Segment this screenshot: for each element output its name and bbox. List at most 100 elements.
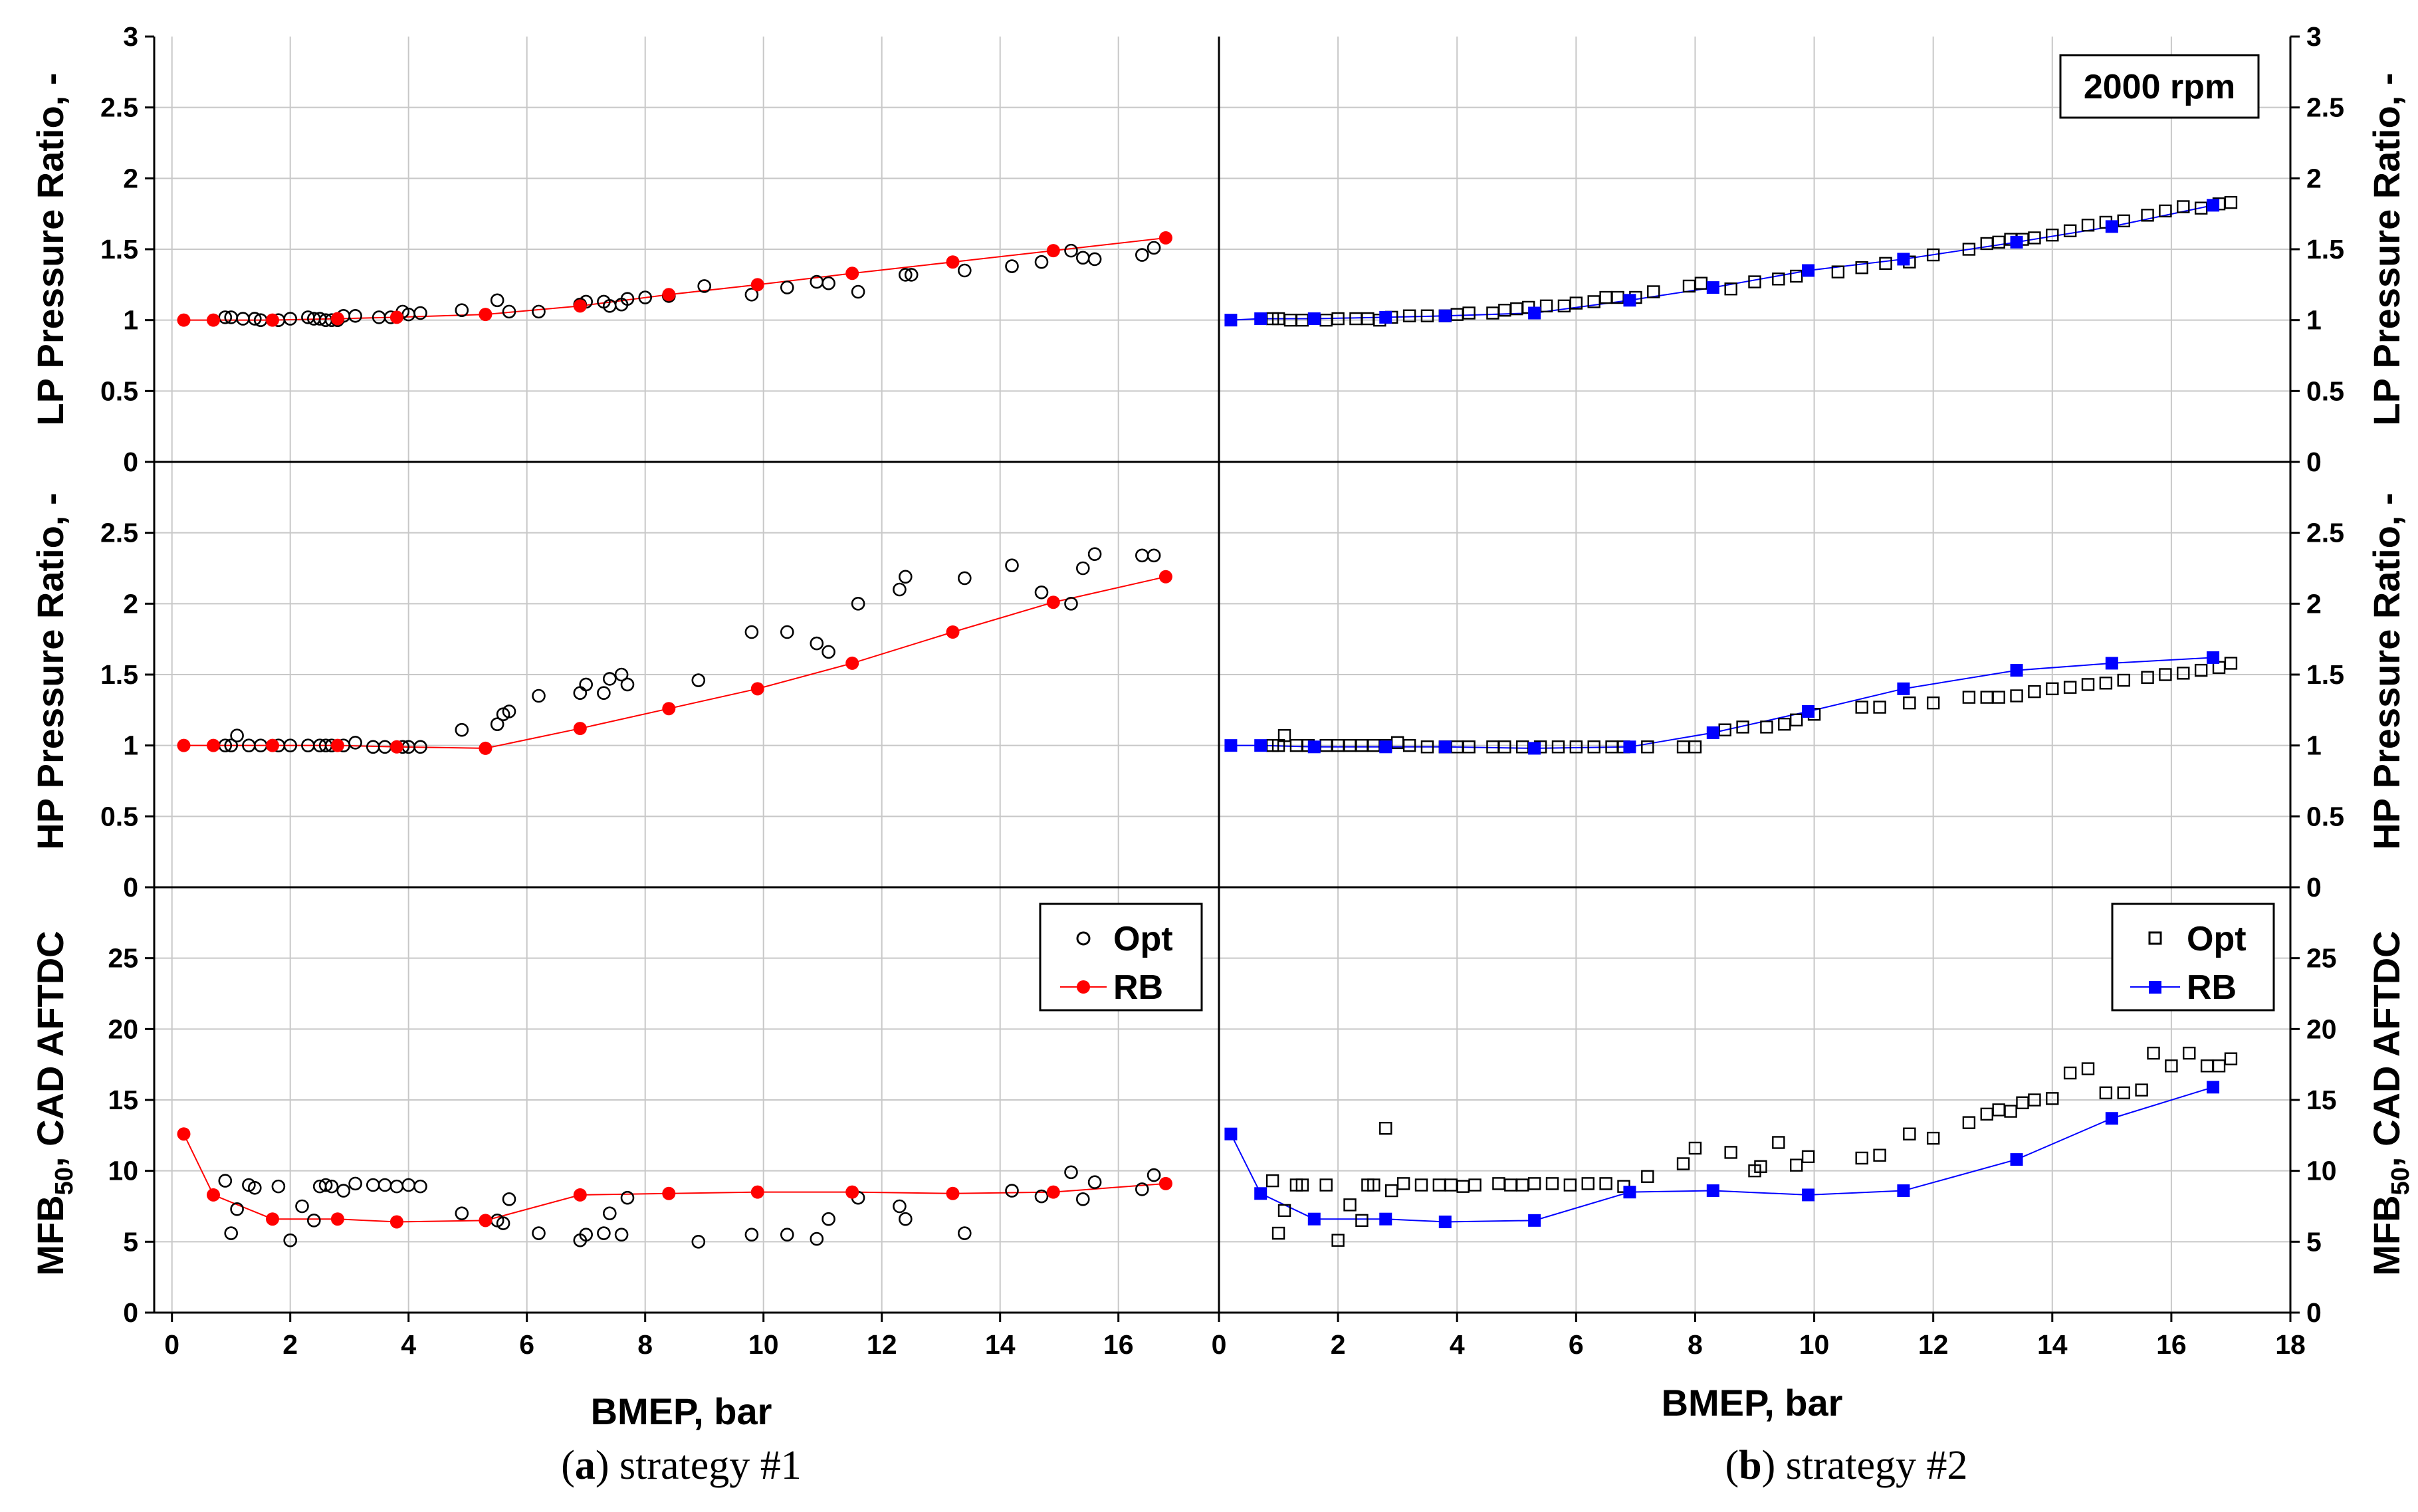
- rb-point-b-lp-10: [2010, 235, 2023, 249]
- x-axis-label-b: BMEP, bar: [1662, 1382, 1843, 1424]
- y-tick-label-right-lp-0: 0: [2306, 447, 2322, 477]
- x-axis-label-a: BMEP, bar: [591, 1390, 772, 1432]
- y-tick-label-left-lp-3: 1.5: [100, 234, 138, 265]
- opt-point-a-hp-37: [958, 571, 972, 586]
- opt-point-b-hp-28: [1688, 740, 1702, 754]
- opt-point-a-mfb-14: [366, 1178, 380, 1192]
- opt-point-b-mfb-31: [1724, 1146, 1737, 1159]
- opt-point-b-lp-35: [1879, 257, 1892, 270]
- rb-point-b-mfb-10: [2010, 1153, 2023, 1166]
- y-tick-label-left-lp-1: 0.5: [100, 376, 138, 406]
- opt-point-a-mfb-8: [306, 1214, 321, 1228]
- opt-point-b-mfb-33: [1754, 1160, 1767, 1173]
- opt-point-b-mfb-41: [1962, 1116, 1976, 1129]
- opt-point-b-lp-33: [1831, 265, 1845, 278]
- rb-point-b-hp-3: [1379, 740, 1392, 754]
- opt-point-b-mfb-26: [1599, 1177, 1612, 1190]
- y-axis-label-mfb-right: MFB50, CAD AFTDC: [2365, 930, 2415, 1275]
- rb-point-a-hp-1: [207, 738, 220, 752]
- opt-point-b-mfb-49: [2081, 1062, 2095, 1075]
- data-series: [177, 195, 2238, 1249]
- rb-point-a-lp-1: [207, 313, 220, 327]
- opt-point-a-mfb-27: [602, 1206, 617, 1220]
- opt-point-b-hp-51: [2177, 667, 2190, 680]
- opt-point-a-mfb-18: [413, 1179, 427, 1194]
- x-tick-label-a-0: 0: [164, 1329, 179, 1360]
- opt-point-b-lp-43: [2028, 231, 2041, 245]
- opt-point-a-lp-32: [697, 279, 711, 293]
- opt-point-a-mfb-33: [810, 1232, 824, 1246]
- opt-point-a-mfb-2: [230, 1202, 244, 1216]
- rb-point-a-lp-12: [1158, 231, 1172, 245]
- opt-point-a-lp-21: [490, 293, 504, 308]
- opt-point-b-hp-46: [2081, 678, 2095, 691]
- y-tick-label-right-hp-5: 2.5: [2306, 518, 2344, 548]
- opt-point-a-hp-22: [532, 689, 546, 703]
- rb-point-a-mfb-4: [389, 1215, 403, 1229]
- opt-point-b-hp-39: [1962, 691, 1976, 704]
- opt-point-a-lp-14: [348, 308, 362, 323]
- opt-point-a-lp-34: [780, 280, 794, 294]
- opt-point-a-lp-43: [1064, 243, 1078, 258]
- rb-point-a-lp-10: [946, 255, 960, 269]
- rb-point-a-lp-5: [479, 308, 493, 322]
- rb-point-b-lp-9: [1897, 253, 1910, 266]
- opt-point-a-lp-38: [899, 268, 913, 282]
- opt-point-b-lp-11: [1420, 309, 1434, 322]
- opt-point-b-lp-31: [1772, 272, 1785, 286]
- opt-point-b-mfb-23: [1545, 1177, 1559, 1190]
- opt-point-b-hp-45: [2063, 681, 2077, 694]
- opt-point-a-lp-42: [1034, 255, 1049, 269]
- y-tick-label-left-lp-6: 3: [123, 21, 138, 52]
- rb-point-b-hp-12: [2207, 651, 2220, 664]
- rb-point-a-mfb-12: [1158, 1176, 1172, 1190]
- opt-point-b-mfb-1: [1271, 1226, 1285, 1240]
- opt-point-b-hp-40: [1980, 691, 1993, 704]
- y-tick-label-left-mfb-0: 0: [123, 1297, 138, 1328]
- opt-point-b-mfb-52: [2135, 1083, 2148, 1097]
- opt-point-b-lp-50: [2159, 204, 2172, 218]
- opt-point-b-mfb-57: [2212, 1059, 2226, 1073]
- opt-point-b-hp-19: [1516, 740, 1529, 754]
- rb-point-b-mfb-11: [2105, 1112, 2118, 1125]
- opt-point-a-mfb-19: [455, 1206, 469, 1220]
- opt-point-b-hp-42: [2010, 689, 2023, 702]
- opt-point-a-hp-19: [490, 717, 504, 731]
- opt-point-b-mfb-12: [1385, 1184, 1398, 1198]
- opt-point-a-hp-29: [691, 673, 706, 687]
- rb-point-a-hp-9: [845, 656, 859, 670]
- opt-point-b-lp-40: [1992, 235, 2005, 249]
- rb-point-b-hp-10: [2010, 664, 2023, 677]
- legend-b: Opt RB: [2111, 903, 2275, 1012]
- opt-point-b-mfb-4: [1295, 1178, 1309, 1192]
- rb-point-a-mfb-6: [573, 1188, 587, 1202]
- x-tick-label-a-6: 12: [867, 1329, 897, 1360]
- opt-point-a-mfb-41: [1064, 1165, 1078, 1180]
- y-tick-label-left-lp-0: 0: [123, 447, 138, 477]
- opt-point-a-hp-28: [620, 677, 635, 692]
- mfb-label-main: MFB: [29, 1195, 71, 1275]
- opt-point-a-mfb-28: [614, 1228, 629, 1242]
- y-tick-label-left-mfb-5: 25: [108, 943, 138, 974]
- y-tick-label-right-mfb-2: 10: [2306, 1156, 2337, 1186]
- x-tick-label-b-2: 4: [1450, 1329, 1465, 1360]
- rb-point-b-mfb-1: [1254, 1187, 1267, 1200]
- rb-point-b-hp-7: [1706, 726, 1719, 739]
- rb-line-b-lp: [1230, 204, 2213, 321]
- opt-point-a-lp-20: [455, 303, 469, 318]
- opt-point-a-lp-29: [620, 292, 635, 306]
- opt-point-b-lp-51: [2177, 200, 2190, 213]
- opt-point-b-mfb-10: [1367, 1178, 1380, 1192]
- opt-point-a-hp-36: [899, 570, 913, 584]
- y-tick-label-left-hp-0: 0: [123, 872, 138, 903]
- opt-point-a-mfb-0: [218, 1174, 233, 1188]
- opt-point-a-lp-39: [904, 268, 919, 282]
- opt-point-b-mfb-2: [1277, 1204, 1291, 1218]
- y-tick-label-right-hp-2: 1: [2306, 730, 2322, 761]
- rb-point-a-hp-10: [946, 625, 960, 639]
- opt-point-a-lp-37: [851, 284, 865, 299]
- opt-point-a-mfb-16: [389, 1179, 404, 1194]
- opt-point-a-mfb-34: [822, 1212, 835, 1226]
- y-tick-label-right-lp-4: 2: [2306, 163, 2322, 193]
- rb-line-b-hp: [1230, 657, 2213, 749]
